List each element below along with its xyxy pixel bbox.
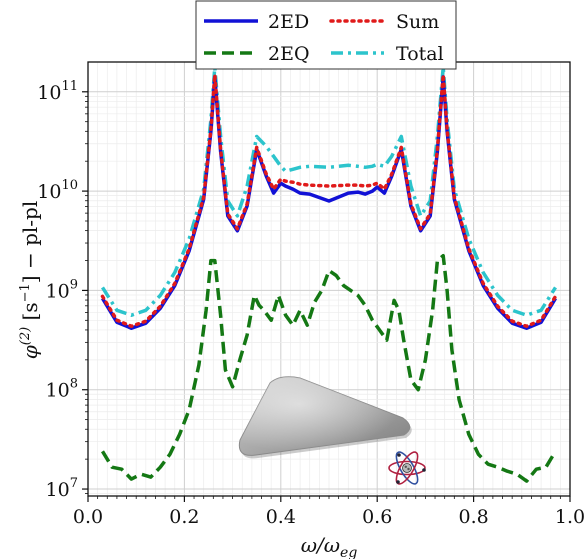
y-tick-label: 1010: [37, 178, 78, 203]
y-tick-label: 109: [46, 277, 78, 302]
x-tick-label: 0.2: [169, 506, 199, 528]
series-Sum-line: [100, 73, 558, 328]
x-axis: 0.0 0.2 0.4 0.6 0.8 1.0: [73, 496, 584, 528]
x-tick-label: 0.4: [266, 506, 296, 528]
y-tick-label: 107: [46, 476, 78, 501]
y-tick-label: 108: [46, 377, 78, 402]
legend-Total-label: Total: [396, 43, 444, 65]
x-axis-title: ω/ωeg: [301, 533, 358, 559]
legend: 2ED Sum 2EQ Total: [195, 0, 457, 70]
series-2EQ-line: [101, 253, 557, 483]
x-tick-label: 1.0: [555, 506, 584, 528]
x-tick-label: 0.0: [73, 506, 103, 528]
y-axis-title: φ(2) [s−1] − pl-pl: [18, 201, 42, 359]
x-tick-label: 0.6: [362, 506, 392, 528]
nanoparticle-illustration: [238, 376, 412, 459]
y-tick-label: 1011: [37, 79, 78, 104]
legend-Sum-label: Sum: [396, 11, 439, 33]
svg-text:φ(2) [s−1] − pl-pl: φ(2) [s−1] − pl-pl: [18, 201, 42, 359]
y-axis: 107 108 109 1010 1011: [37, 79, 88, 501]
legend-2EQ-label: 2EQ: [268, 43, 310, 65]
x-tick-label: 0.8: [458, 506, 488, 528]
atom-icon: [388, 451, 426, 485]
svg-text:ω/ωeg: ω/ωeg: [301, 533, 358, 559]
legend-2ED-label: 2ED: [268, 11, 309, 33]
series-layer: [100, 65, 558, 483]
